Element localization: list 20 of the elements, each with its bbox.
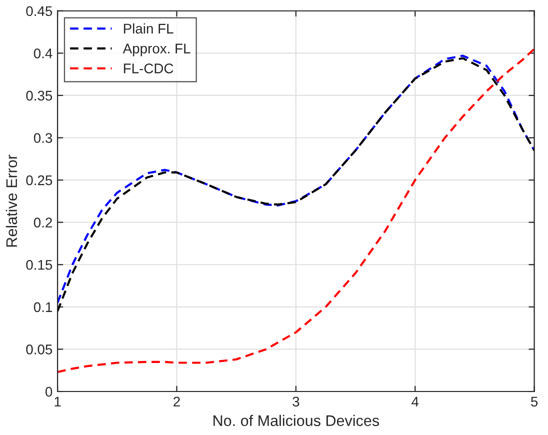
y-tick-label: 0.3 <box>34 133 52 143</box>
y-tick-label: 0.2 <box>34 218 52 228</box>
y-tick-label: 0 <box>46 386 52 397</box>
x-tick-label: 2 <box>174 396 180 406</box>
y-tick-label: 0.35 <box>26 90 52 101</box>
x-axis-title: No. of Malicious Devices <box>214 414 380 426</box>
y-tick-label: 0.1 <box>34 302 52 312</box>
legend-label: Approx. FL <box>122 44 190 56</box>
y-tick-label: 0.25 <box>26 175 52 186</box>
x-tick-label: 4 <box>412 396 419 406</box>
y-tick-label: 0.05 <box>26 344 52 354</box>
y-tick-label: 0.15 <box>26 260 52 270</box>
x-tick-label: 3 <box>292 396 300 407</box>
legend-label: FL-CDC <box>124 64 174 74</box>
y-tick-label: 0.45 <box>26 6 52 16</box>
x-tick-label: 5 <box>530 396 538 407</box>
legend-label: Plain FL <box>124 23 174 34</box>
y-tick-label: 0.4 <box>34 48 52 58</box>
y-axis-title: Relative Error <box>6 154 18 247</box>
x-tick-label: 1 <box>54 396 61 406</box>
